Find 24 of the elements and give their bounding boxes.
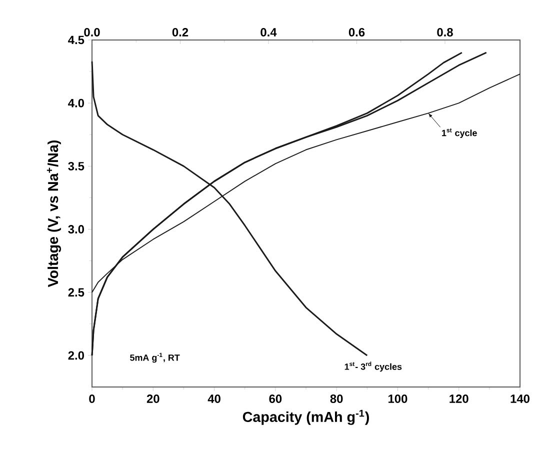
- x-tick-label: 100: [388, 394, 408, 403]
- annotation: 5mA g$^{-1}$, RT: [130, 352, 180, 363]
- x-tick-label: 60: [269, 394, 282, 403]
- x-axis-title: Capacity (mAh g$^{-1}$): [242, 410, 369, 425]
- x-tick-label: 80: [330, 394, 343, 403]
- annotation: 1$^{st}$- 3$^{rd}$ cycles: [344, 362, 402, 372]
- y-axis-title: Voltage (V, vs Na$^{+}$/Na): [46, 140, 62, 288]
- y-tick-label: 3.0: [68, 225, 84, 234]
- x2-tick-label: 0.2: [172, 28, 188, 36]
- annotation: 1$^{st}$ cycle: [442, 128, 477, 138]
- x-tick-label: 20: [146, 394, 160, 403]
- y-tick-label: 3.5: [68, 162, 84, 170]
- x-tick-label: 140: [510, 394, 530, 403]
- x-tick-label: 120: [450, 394, 468, 403]
- x2-tick-label: 0.8: [437, 28, 453, 36]
- x2-tick-label: 0.4: [260, 28, 277, 36]
- y-tick-label: 4.0: [68, 98, 84, 108]
- x2-tick-label: 0.0: [84, 28, 100, 36]
- x2-tick-label: 0.6: [348, 28, 365, 36]
- y-tick-label: 2.0: [68, 351, 84, 360]
- y-tick-label: 2.5: [68, 288, 84, 297]
- x-tick-label: 0: [89, 394, 95, 403]
- x-tick-label: 40: [208, 394, 220, 403]
- y-tick-label: 4.5: [68, 36, 84, 44]
